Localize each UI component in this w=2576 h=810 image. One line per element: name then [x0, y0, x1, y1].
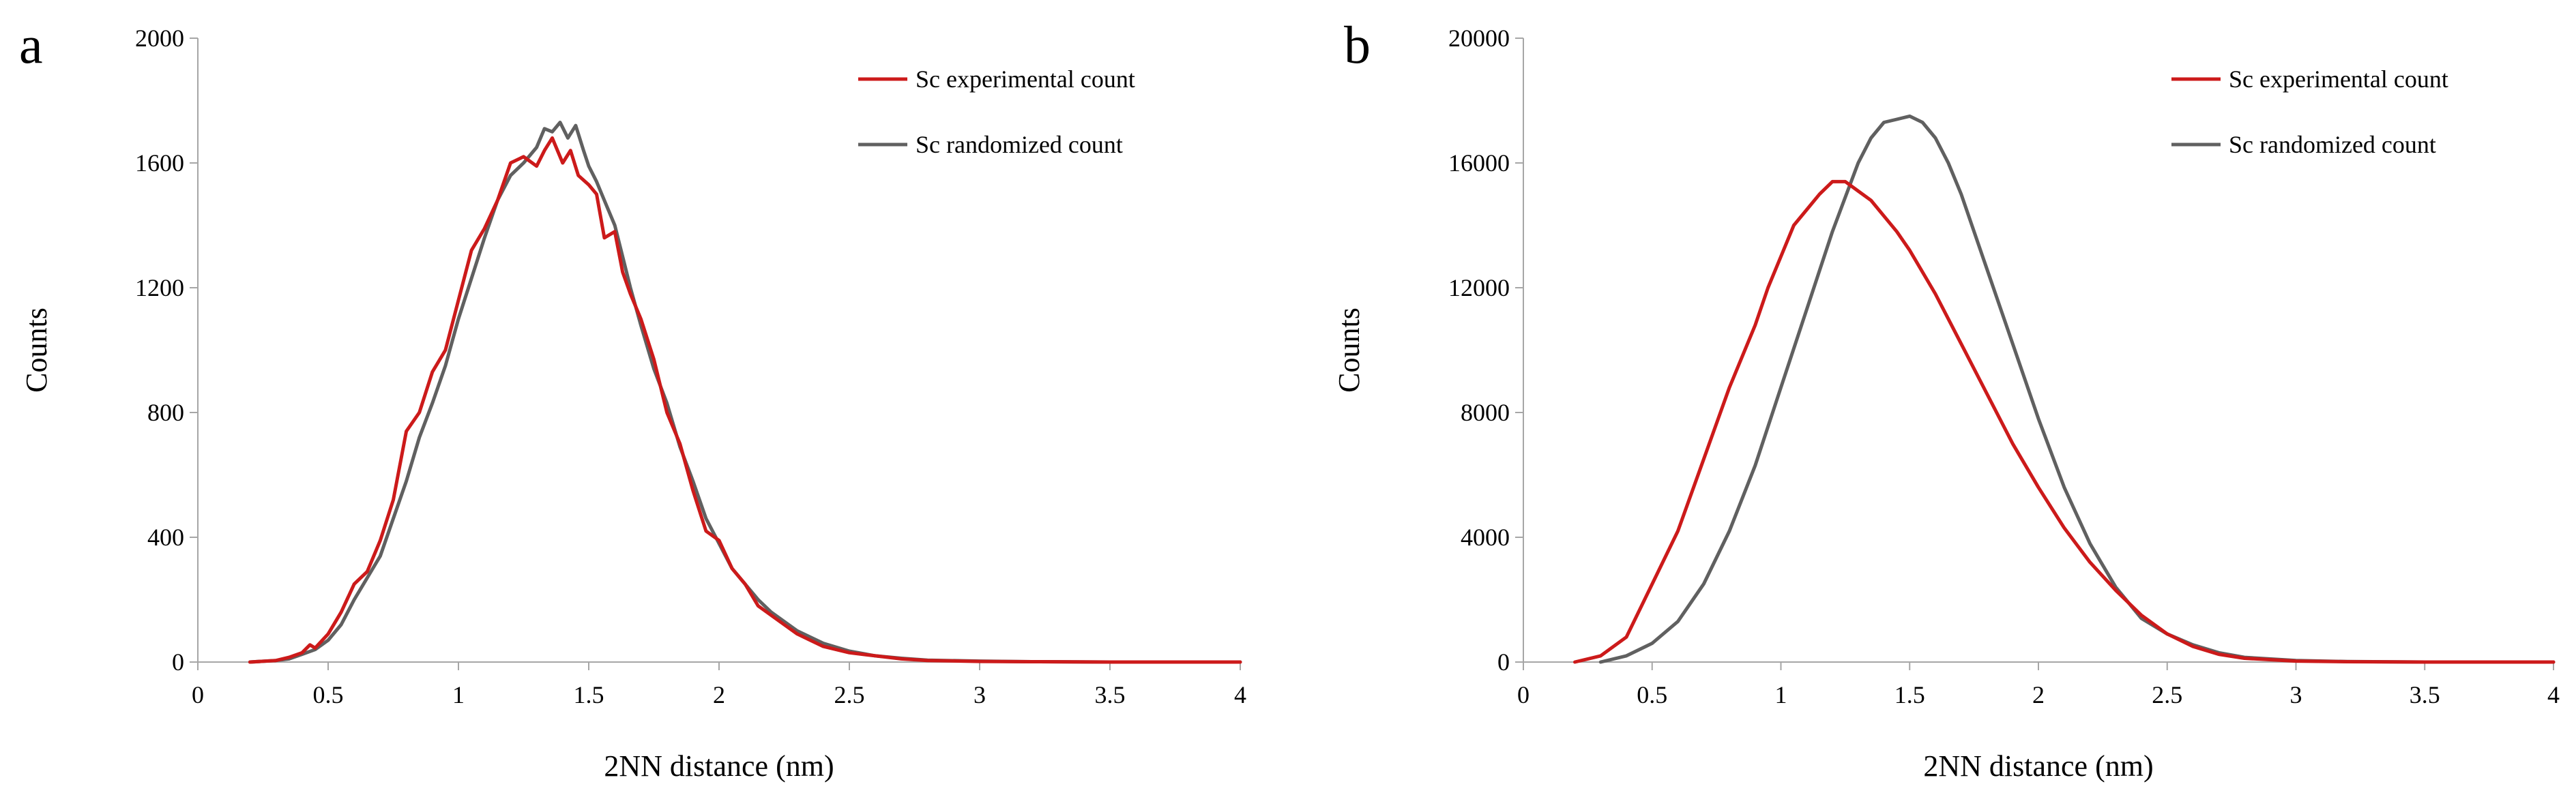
y-tick-label: 800 — [147, 399, 184, 426]
series-line-randomized — [1598, 114, 2556, 664]
x-tick-label: 1.5 — [1894, 681, 1925, 708]
x-axis-title: 2NN distance (nm) — [1923, 749, 2153, 783]
y-tick-label: 12000 — [1448, 274, 1510, 301]
y-tick-label: 400 — [147, 524, 184, 551]
x-tick-label: 2 — [713, 681, 725, 708]
x-tick-label: 1.5 — [574, 681, 604, 708]
panel-label: a — [19, 15, 43, 74]
x-tick-label: 4 — [1234, 681, 1246, 708]
legend-label: Sc randomized count — [916, 131, 1123, 158]
x-tick-label: 2 — [2032, 681, 2045, 708]
chart-panel-a: a 0 400 800 1200 1600 2000 0 0.5 1 1.5 2 2.5 3 3.5 4 2NN… — [19, 15, 1246, 783]
y-tick-label: 0 — [172, 648, 184, 676]
y-tick-label: 0 — [1497, 648, 1510, 676]
legend-label: Sc experimental count — [2229, 65, 2448, 93]
x-axis-title: 2NN distance (nm) — [604, 749, 834, 783]
x-tick-label: 4 — [2547, 681, 2560, 708]
y-tick-label: 1200 — [135, 274, 184, 301]
x-tick-label: 2.5 — [2152, 681, 2182, 708]
x-tick-label: 3.5 — [1095, 681, 1126, 708]
series-line-experimental — [1573, 179, 2556, 664]
legend-label: Sc experimental count — [916, 65, 1135, 93]
x-tick-label: 2.5 — [834, 681, 865, 708]
series-line-experimental — [248, 136, 1242, 664]
x-tick-label: 0.5 — [1637, 681, 1667, 708]
y-tick-label: 2000 — [135, 25, 184, 52]
y-tick-label: 1600 — [135, 149, 184, 177]
y-tick-label: 8000 — [1461, 399, 1510, 426]
x-tick-label: 3 — [974, 681, 986, 708]
x-tick-label: 3.5 — [2410, 681, 2440, 708]
x-tick-label: 0.5 — [313, 681, 344, 708]
x-tick-label: 1 — [1775, 681, 1787, 708]
legend-label: Sc randomized count — [2229, 131, 2436, 158]
y-tick-label: 20000 — [1448, 25, 1510, 52]
y-axis-title: Counts — [1332, 308, 1366, 393]
chart-panel-b: b 0 4000 8000 12000 16000 20000 0 0.5 1 1.5 2 2.5 3 3.… — [1332, 15, 2560, 783]
y-axis-title: Counts — [20, 308, 53, 393]
x-tick-label: 3 — [2290, 681, 2302, 708]
x-tick-label: 0 — [1517, 681, 1530, 708]
y-tick-label: 16000 — [1448, 149, 1510, 177]
panel-label: b — [1344, 15, 1371, 74]
series-line-randomized — [248, 121, 1242, 664]
y-tick-label: 4000 — [1461, 524, 1510, 551]
x-tick-label: 1 — [452, 681, 465, 708]
x-tick-label: 0 — [192, 681, 204, 708]
